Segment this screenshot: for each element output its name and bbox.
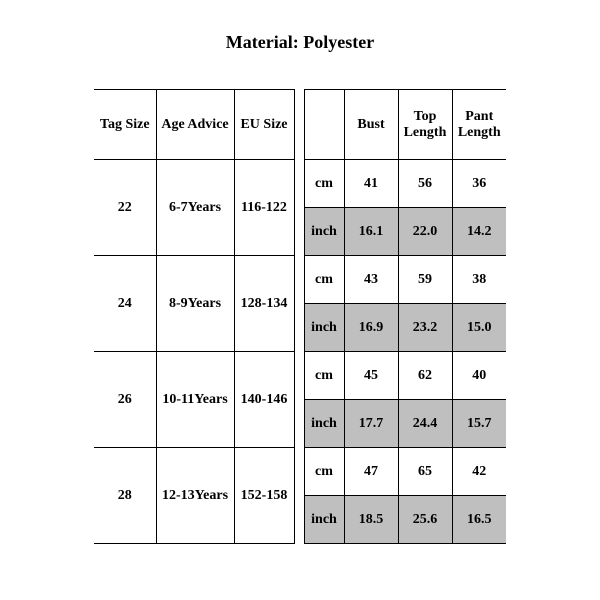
cell-top-inch: 23.2 — [398, 304, 452, 352]
table-row: 26 10-11Years 140-146 cm 45 62 40 — [94, 352, 506, 400]
cell-age-advice: 12-13Years — [156, 448, 234, 544]
cell-top-inch: 24.4 — [398, 400, 452, 448]
cell-bust-cm: 47 — [344, 448, 398, 496]
cell-top-inch: 22.0 — [398, 208, 452, 256]
cell-gap — [294, 256, 304, 352]
size-chart-page: Material: Polyester Tag Size Age Advice … — [0, 0, 600, 600]
cell-pant-cm: 36 — [452, 160, 506, 208]
page-title: Material: Polyester — [0, 32, 600, 53]
col-eu-size: EU Size — [234, 90, 294, 160]
cell-pant-inch: 15.7 — [452, 400, 506, 448]
table-row: 28 12-13Years 152-158 cm 47 65 42 — [94, 448, 506, 496]
cell-tag-size: 22 — [94, 160, 156, 256]
cell-eu-size: 128-134 — [234, 256, 294, 352]
cell-bust-inch: 17.7 — [344, 400, 398, 448]
col-bust: Bust — [344, 90, 398, 160]
cell-bust-inch: 16.9 — [344, 304, 398, 352]
cell-unit-inch: inch — [304, 496, 344, 544]
col-pant-length: Pant Length — [452, 90, 506, 160]
cell-eu-size: 140-146 — [234, 352, 294, 448]
cell-bust-cm: 41 — [344, 160, 398, 208]
cell-unit-cm: cm — [304, 352, 344, 400]
cell-gap — [294, 160, 304, 256]
cell-unit-inch: inch — [304, 208, 344, 256]
cell-unit-cm: cm — [304, 160, 344, 208]
cell-top-cm: 62 — [398, 352, 452, 400]
cell-pant-inch: 14.2 — [452, 208, 506, 256]
cell-eu-size: 152-158 — [234, 448, 294, 544]
cell-top-cm: 65 — [398, 448, 452, 496]
table-row: 22 6-7Years 116-122 cm 41 56 36 — [94, 160, 506, 208]
cell-tag-size: 26 — [94, 352, 156, 448]
cell-bust-inch: 18.5 — [344, 496, 398, 544]
cell-unit-cm: cm — [304, 448, 344, 496]
cell-unit-inch: inch — [304, 304, 344, 352]
cell-pant-inch: 15.0 — [452, 304, 506, 352]
cell-gap — [294, 352, 304, 448]
cell-age-advice: 10-11Years — [156, 352, 234, 448]
cell-gap — [294, 448, 304, 544]
cell-top-inch: 25.6 — [398, 496, 452, 544]
cell-age-advice: 8-9Years — [156, 256, 234, 352]
cell-tag-size: 24 — [94, 256, 156, 352]
cell-unit-cm: cm — [304, 256, 344, 304]
cell-eu-size: 116-122 — [234, 160, 294, 256]
col-tag-size: Tag Size — [94, 90, 156, 160]
cell-pant-cm: 42 — [452, 448, 506, 496]
cell-tag-size: 28 — [94, 448, 156, 544]
col-gap — [294, 90, 304, 160]
cell-top-cm: 59 — [398, 256, 452, 304]
col-top-length: Top Length — [398, 90, 452, 160]
cell-unit-inch: inch — [304, 400, 344, 448]
table-header-row: Tag Size Age Advice EU Size Bust Top Len… — [94, 90, 506, 160]
cell-pant-cm: 40 — [452, 352, 506, 400]
col-unit — [304, 90, 344, 160]
cell-pant-cm: 38 — [452, 256, 506, 304]
cell-age-advice: 6-7Years — [156, 160, 234, 256]
cell-pant-inch: 16.5 — [452, 496, 506, 544]
cell-bust-inch: 16.1 — [344, 208, 398, 256]
cell-bust-cm: 45 — [344, 352, 398, 400]
cell-top-cm: 56 — [398, 160, 452, 208]
table-row: 24 8-9Years 128-134 cm 43 59 38 — [94, 256, 506, 304]
size-chart-table: Tag Size Age Advice EU Size Bust Top Len… — [94, 89, 506, 544]
col-age-advice: Age Advice — [156, 90, 234, 160]
cell-bust-cm: 43 — [344, 256, 398, 304]
